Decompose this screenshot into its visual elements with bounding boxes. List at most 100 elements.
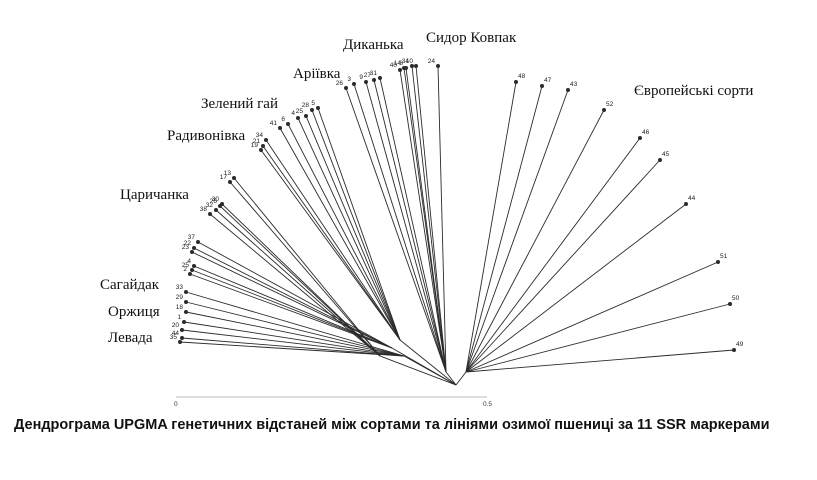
group-label-radyvonivka: Радивонівка — [167, 128, 245, 144]
leaf-branch — [465, 89, 569, 373]
leaf-dot — [728, 302, 732, 306]
group-label-zelenyi-hai: Зелений гай — [201, 96, 278, 112]
leaf-dot — [352, 82, 356, 86]
leaf-dot — [638, 136, 642, 140]
leaf-branch — [189, 273, 393, 349]
leaf-dot — [364, 80, 368, 84]
leaf-branch — [233, 177, 381, 357]
dendrogram-leaf-dots — [178, 64, 736, 352]
leaf-label: 32 — [206, 202, 214, 209]
leaf-branch — [465, 81, 517, 373]
leaf-dot — [184, 300, 188, 304]
leaf-dot — [540, 84, 544, 88]
leaf-branch — [305, 115, 401, 341]
leaf-dot — [180, 336, 184, 340]
leaf-branch — [311, 109, 401, 341]
group-label-dykanka: Диканька — [343, 37, 404, 53]
leaf-label: 47 — [544, 77, 552, 84]
leaf-dot — [304, 114, 308, 118]
leaf-label: 23 — [182, 244, 190, 251]
leaf-dot — [192, 246, 196, 250]
leaf-dot — [566, 88, 570, 92]
leaf-label: 50 — [732, 295, 740, 302]
group-label-ariivka: Аріївка — [293, 66, 341, 82]
leaf-label: 44 — [172, 330, 180, 337]
leaf-dot — [208, 212, 212, 216]
leaf-branch — [181, 337, 405, 357]
leaf-label: 25 — [182, 262, 190, 269]
leaf-label: 14 — [394, 60, 402, 67]
leaf-label: 17 — [220, 174, 228, 181]
leaf-branch — [465, 137, 641, 373]
leaf-label: 34 — [402, 58, 410, 65]
leaf-branch — [185, 301, 405, 357]
leaf-dot — [378, 76, 382, 80]
leaf-dot — [196, 240, 200, 244]
leaf-dot — [404, 66, 408, 70]
leaf-dot — [684, 202, 688, 206]
leaf-label: 3 — [347, 76, 351, 83]
leaf-dot — [192, 264, 196, 268]
leaf-label: 27 — [364, 72, 372, 79]
leaf-label: 9 — [359, 74, 363, 81]
leaf-dot — [184, 310, 188, 314]
leaf-branch — [229, 181, 381, 357]
leaf-label: 10 — [406, 58, 414, 65]
leaf-branch — [465, 109, 605, 373]
cluster-trunk — [455, 371, 467, 386]
leaf-label: 2 — [183, 266, 187, 273]
leaf-branch — [265, 139, 401, 341]
leaf-branch — [183, 321, 405, 357]
leaf-dot — [398, 68, 402, 72]
leaf-label: 6 — [281, 116, 285, 123]
leaf-label: 22 — [184, 240, 192, 247]
leaf-label: 48 — [518, 73, 526, 80]
group-label-european-varieties: Європейські сорти — [634, 83, 753, 99]
leaf-branch — [415, 65, 447, 373]
distance-axis: 0 0.5 — [174, 396, 492, 408]
leaf-dot — [372, 78, 376, 82]
leaf-label: 25 — [296, 108, 304, 115]
cluster-trunk — [399, 339, 457, 386]
leaf-dot — [602, 108, 606, 112]
leaf-branch — [465, 303, 731, 373]
axis-max-label: 0.5 — [483, 401, 492, 408]
leaf-label: 29 — [176, 294, 184, 301]
leaf-label: 35 — [170, 334, 178, 341]
leaf-dot — [184, 290, 188, 294]
leaf-branch — [279, 127, 401, 341]
leaf-label: 31 — [370, 70, 378, 77]
leaf-branch — [221, 203, 381, 357]
figure-caption: Дендрограма UPGMA генетичних відстаней м… — [14, 417, 770, 433]
leaf-label: 37 — [188, 234, 196, 241]
leaf-branch — [411, 65, 447, 373]
leaf-dot — [310, 108, 314, 112]
leaf-label: 44 — [688, 195, 696, 202]
leaf-label: 40 — [390, 62, 398, 69]
leaf-label: 49 — [736, 341, 744, 348]
leaf-label: 51 — [720, 253, 728, 260]
leaf-dot — [286, 122, 290, 126]
leaf-dot — [344, 86, 348, 90]
leaf-label: 5 — [311, 100, 315, 107]
leaf-dot — [278, 126, 282, 130]
leaf-label: 33 — [176, 284, 184, 291]
group-labels: Диканька Сидор Ковпак Аріївка Європейськ… — [100, 30, 753, 346]
leaf-label: 43 — [570, 81, 578, 88]
group-label-levada: Левада — [108, 330, 153, 346]
leaf-label: 46 — [642, 129, 650, 136]
leaf-branch — [345, 87, 447, 373]
leaf-branch — [353, 83, 447, 373]
leaf-label: 4 — [291, 110, 295, 117]
leaf-label: 26 — [210, 198, 218, 205]
leaf-dot — [658, 158, 662, 162]
leaf-branch — [317, 107, 401, 341]
leaf-label: 13 — [224, 170, 232, 177]
leaf-dot — [410, 64, 414, 68]
leaf-dot — [261, 144, 265, 148]
leaf-branch — [219, 205, 381, 357]
leaf-label: 19 — [251, 142, 259, 149]
leaf-label: 1 — [177, 314, 181, 321]
